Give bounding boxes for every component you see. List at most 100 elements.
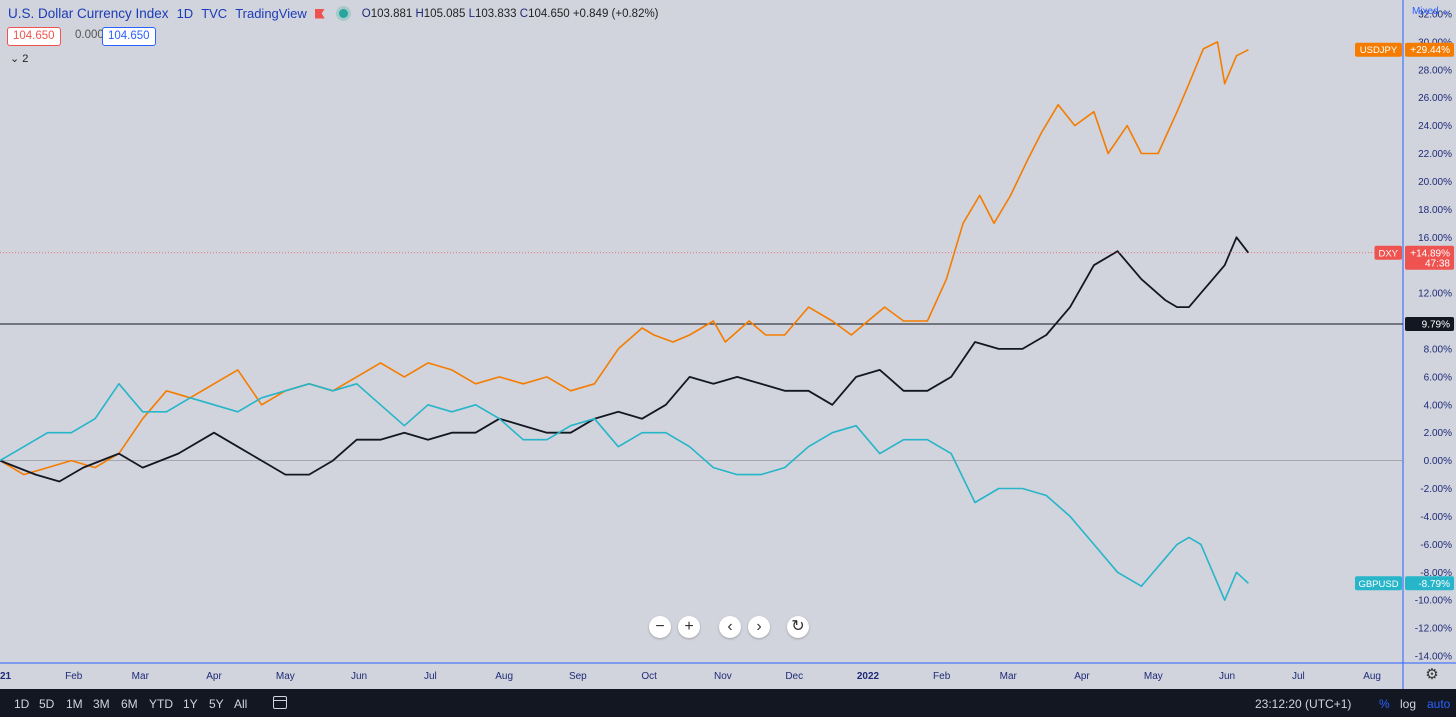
range-5d-button[interactable]: 5D (39, 697, 55, 711)
y-tick-label: 2.00% (1424, 428, 1452, 439)
x-tick-label: Jul (424, 671, 437, 682)
series-name-label: GBPUSD (1358, 579, 1398, 590)
x-tick-label: 2022 (857, 671, 880, 682)
close-value: 104.650 (528, 7, 570, 20)
series-line-gbpusd (0, 382, 1249, 602)
x-tick-label: Mar (132, 671, 150, 682)
x-tick-label: Dec (785, 671, 803, 682)
zoom-in-button[interactable]: + (678, 616, 700, 638)
y-tick-label: -6.00% (1420, 540, 1452, 551)
x-tick-label: Jul (1292, 671, 1305, 682)
change-value: +0.849 (+0.82%) (572, 7, 659, 20)
x-tick-label: Aug (495, 671, 513, 682)
series-value-badge (1405, 245, 1454, 270)
zoom-out-button[interactable]: − (649, 616, 671, 638)
x-tick-label: May (1144, 671, 1163, 682)
y-tick-label: 22.00% (1418, 149, 1452, 160)
x-tick-label: Feb (933, 671, 951, 682)
indicator-count: 2 (22, 53, 29, 65)
y-tick-label: -12.00% (1415, 624, 1452, 635)
range-1m-button[interactable]: 1M (66, 697, 83, 711)
ohlc-values: O103.881 H105.085 L103.833 C104.650 +0.8… (361, 7, 659, 20)
series-line-usdjpy (0, 41, 1249, 476)
series-name-badge (1355, 42, 1402, 57)
series-value-badge (1405, 576, 1454, 591)
bar-countdown-label: 47:38 (1425, 258, 1450, 269)
y-tick-label: 12.00% (1418, 289, 1452, 300)
auto-toggle[interactable]: auto (1427, 697, 1451, 711)
spread-value: 0.000 (75, 29, 104, 41)
bid-price-button[interactable]: 104.650 (7, 27, 61, 46)
series-name-badge (1355, 576, 1402, 591)
x-tick-label: Oct (641, 671, 657, 682)
x-tick-label: May (276, 671, 295, 682)
symbol-title[interactable]: U.S. Dollar Currency Index (8, 6, 169, 21)
ask-price-button[interactable]: 104.650 (102, 27, 156, 46)
y-tick-label: 20.00% (1418, 177, 1452, 188)
market-status-icon (338, 9, 348, 18)
clock-display[interactable]: 23:12:20 (UTC+1) (1255, 697, 1352, 711)
range-1d-button[interactable]: 1D (14, 697, 30, 711)
series-value-label: -8.79% (1418, 579, 1450, 590)
x-tick-label: Aug (1363, 671, 1381, 682)
exchange-label: TVC (201, 6, 228, 21)
x-tick-label: Apr (206, 671, 222, 682)
x-tick-label: Apr (1074, 671, 1090, 682)
y-tick-label: -4.00% (1420, 512, 1452, 523)
scale-mode-dropdown[interactable]: Mixed ⌄ (1412, 6, 1450, 17)
y-tick-label: -8.00% (1420, 568, 1452, 579)
y-tick-label: -2.00% (1420, 484, 1452, 495)
x-tick-label: 2021 (0, 671, 12, 682)
open-value: 103.881 (370, 7, 413, 20)
range-ytd-button[interactable]: YTD (149, 697, 173, 711)
scroll-left-button[interactable]: ‹ (719, 616, 741, 638)
series-name-badge (1374, 245, 1402, 260)
series-line-dxy (0, 236, 1250, 483)
y-tick-label: 32.00% (1418, 9, 1452, 20)
y-tick-label: 8.00% (1424, 344, 1452, 355)
x-tick-label: Jun (1219, 671, 1235, 682)
x-tick-label: Nov (714, 671, 732, 682)
gear-icon[interactable]: ⚙ (1425, 666, 1439, 683)
range-6m-button[interactable]: 6M (121, 697, 138, 711)
high-value: 105.085 (423, 7, 466, 20)
y-tick-label: 0.00% (1424, 456, 1452, 467)
percent-toggle[interactable]: % (1379, 697, 1390, 711)
y-tick-label: 4.00% (1424, 400, 1452, 411)
low-value: 103.833 (474, 7, 517, 20)
x-tick-label: Feb (65, 671, 83, 682)
scroll-right-button[interactable]: › (748, 616, 770, 638)
reference-label: 9.79% (1422, 319, 1450, 330)
y-tick-label: 16.00% (1418, 233, 1452, 244)
reset-chart-button[interactable]: ↻ (787, 616, 809, 638)
x-tick-label: Mar (1000, 671, 1018, 682)
symbol-header: U.S. Dollar Currency Index 1D TVC Tradin… (8, 6, 659, 21)
reference-label-bg (1405, 316, 1454, 331)
series-name-label: DXY (1378, 248, 1398, 259)
y-tick-label: 6.00% (1424, 372, 1452, 383)
y-tick-label: 26.00% (1418, 93, 1452, 104)
calendar-icon[interactable] (273, 696, 287, 709)
x-tick-label: Sep (569, 671, 587, 682)
bottom-toolbar: 1D 5D 1M 3M 6M YTD 1Y 5Y All 23:12:20 (U… (0, 689, 1456, 717)
series-value-badge (1405, 42, 1454, 57)
x-tick-label: Jun (351, 671, 367, 682)
range-1y-button[interactable]: 1Y (183, 697, 198, 711)
flag-icon[interactable] (314, 8, 325, 19)
y-tick-label: 18.00% (1418, 205, 1452, 216)
interval-label[interactable]: 1D (176, 6, 194, 21)
indicators-toggle[interactable]: ⌄ 2 (10, 52, 28, 65)
source-label: TradingView (235, 6, 307, 21)
y-tick-label: -10.00% (1415, 596, 1452, 607)
y-tick-label: -14.00% (1415, 652, 1452, 663)
y-tick-label: 28.00% (1418, 65, 1452, 76)
series-name-label: USDJPY (1360, 45, 1398, 56)
range-3m-button[interactable]: 3M (93, 697, 110, 711)
log-toggle[interactable]: log (1400, 697, 1417, 711)
y-tick-label: 24.00% (1418, 121, 1452, 132)
range-all-button[interactable]: All (234, 697, 248, 711)
range-5y-button[interactable]: 5Y (209, 697, 224, 711)
chevron-down-icon: ⌄ (10, 53, 20, 65)
